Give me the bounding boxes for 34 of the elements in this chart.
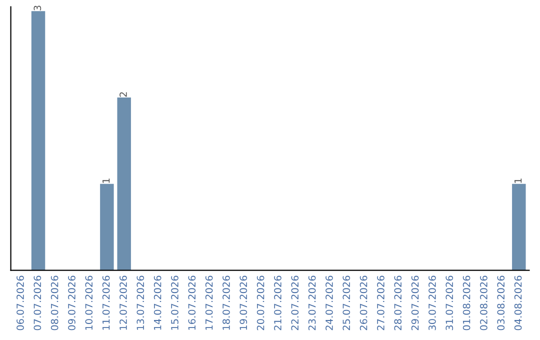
x-tick-label: 11.07.2026	[102, 276, 110, 330]
x-tick-label: 09.07.2026	[68, 276, 76, 330]
x-tick-label: 13.07.2026	[136, 276, 144, 330]
x-tick-label: 18.07.2026	[222, 276, 230, 330]
x-tick-label: 07.07.2026	[34, 276, 42, 330]
x-tick-label: 12.07.2026	[120, 276, 127, 330]
x-tick-label: 02.08.2026	[480, 276, 488, 330]
x-tick-label: 28.07.2026	[394, 276, 402, 330]
x-tick-label: 30.07.2026	[428, 276, 436, 330]
x-tick-label: 26.07.2026	[360, 276, 368, 330]
x-tick-label: 25.07.2026	[342, 276, 350, 330]
x-tick-label: 22.07.2026	[291, 276, 299, 330]
data-label: 1	[514, 178, 522, 183]
data-label: 3	[34, 6, 42, 10]
x-tick-label: 24.07.2026	[326, 276, 333, 330]
x-tick-label: 20.07.2026	[256, 276, 264, 330]
x-tick-label: 08.07.2026	[50, 276, 58, 330]
data-label: 2	[120, 92, 127, 97]
x-tick-label: 31.07.2026	[446, 276, 454, 330]
data-label: 1	[102, 178, 110, 183]
x-tick-label: 03.08.2026	[497, 276, 505, 330]
x-tick-label: 06.07.2026	[16, 276, 24, 330]
x-tick-label: 29.07.2026	[411, 276, 419, 330]
x-tick-label: 10.07.2026	[85, 276, 93, 330]
x-tick-label: 27.07.2026	[377, 276, 384, 330]
x-tick-label: 19.07.2026	[240, 276, 248, 330]
x-tick-label: 21.07.2026	[274, 276, 282, 330]
x-tick-label: 14.07.2026	[154, 276, 162, 330]
x-tick-label: 17.07.2026	[205, 276, 213, 330]
x-tick-label: 16.07.2026	[188, 276, 196, 330]
x-tick-label: 23.07.2026	[308, 276, 316, 330]
x-tick-label: 04.08.2026	[514, 276, 522, 330]
x-tick-label: 15.07.2026	[171, 276, 178, 330]
x-tick-label: 01.08.2026	[462, 276, 470, 330]
